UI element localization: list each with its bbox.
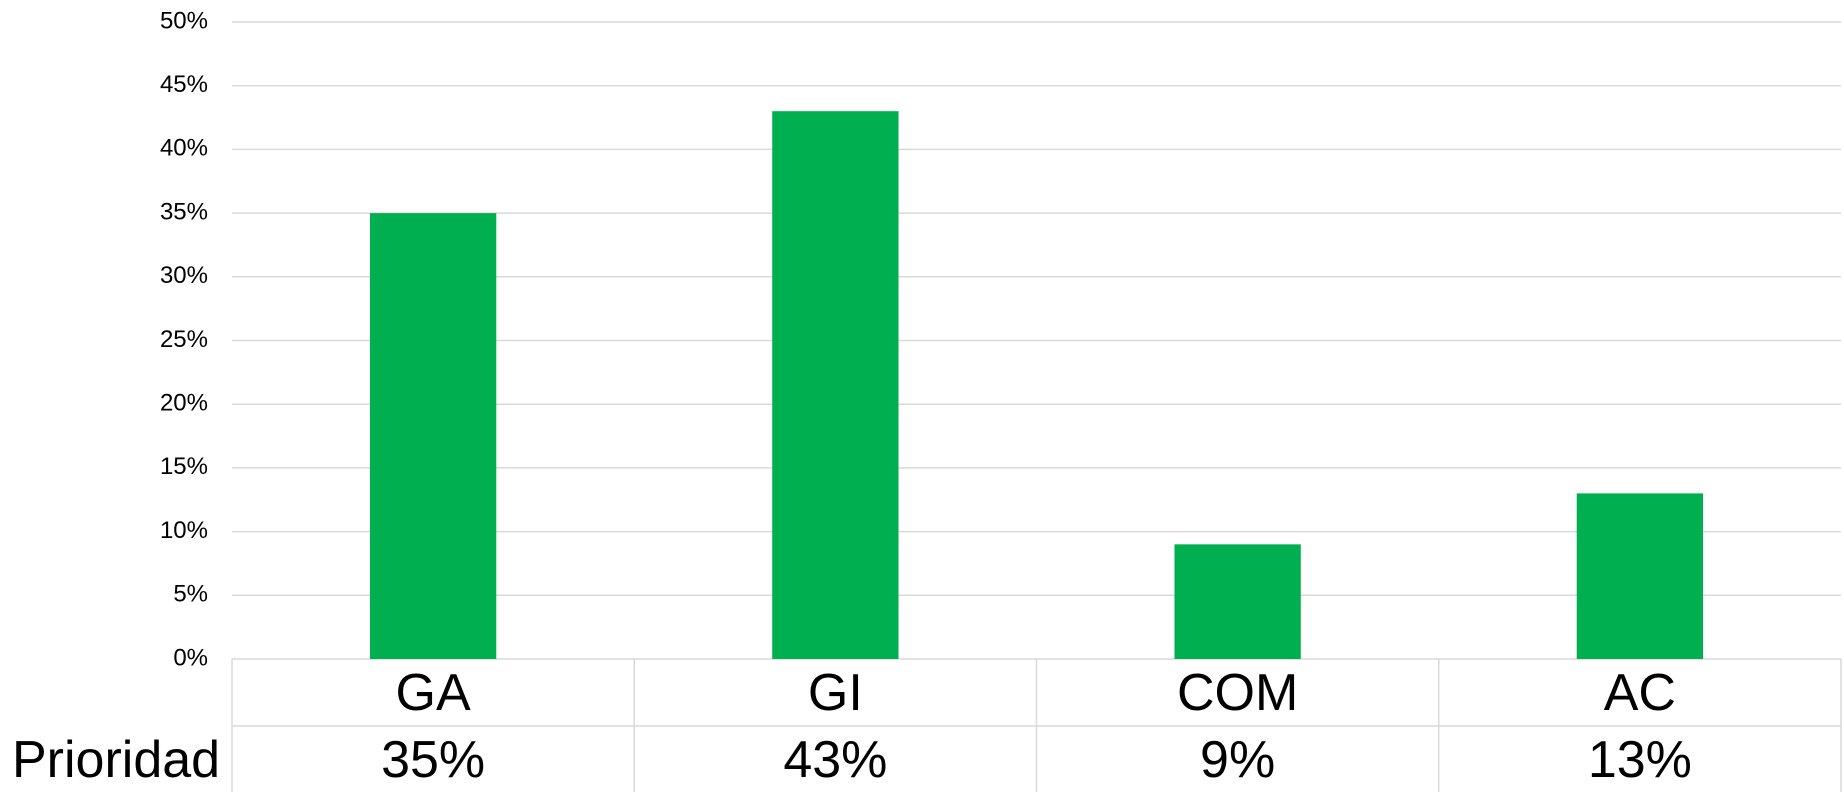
y-tick-label: 30% [160,262,208,289]
value-label: 13% [1588,731,1692,789]
y-tick-label: 15% [160,453,208,480]
y-tick-label: 0% [173,644,208,671]
y-tick-label: 45% [160,71,208,98]
y-tick-label: 10% [160,517,208,544]
value-label: 35% [381,731,485,789]
y-tick-label: 35% [160,198,208,225]
bar [772,111,899,660]
bar [1576,493,1704,659]
y-tick-label: 40% [160,135,208,162]
value-label: 9% [1200,731,1275,789]
y-tick-label: 20% [160,390,208,417]
value-label: 43% [783,731,887,789]
bar [369,213,497,659]
series-name: Prioridad [12,731,220,789]
x-tick-label: GI [808,664,863,722]
x-tick-label: COM [1177,664,1298,722]
y-tick-label: 25% [160,326,208,353]
x-tick-label: AC [1604,664,1676,722]
x-tick-label: GA [396,664,471,722]
y-tick-label: 5% [173,581,208,608]
bar [1174,544,1301,659]
y-tick-label: 50% [160,7,208,34]
